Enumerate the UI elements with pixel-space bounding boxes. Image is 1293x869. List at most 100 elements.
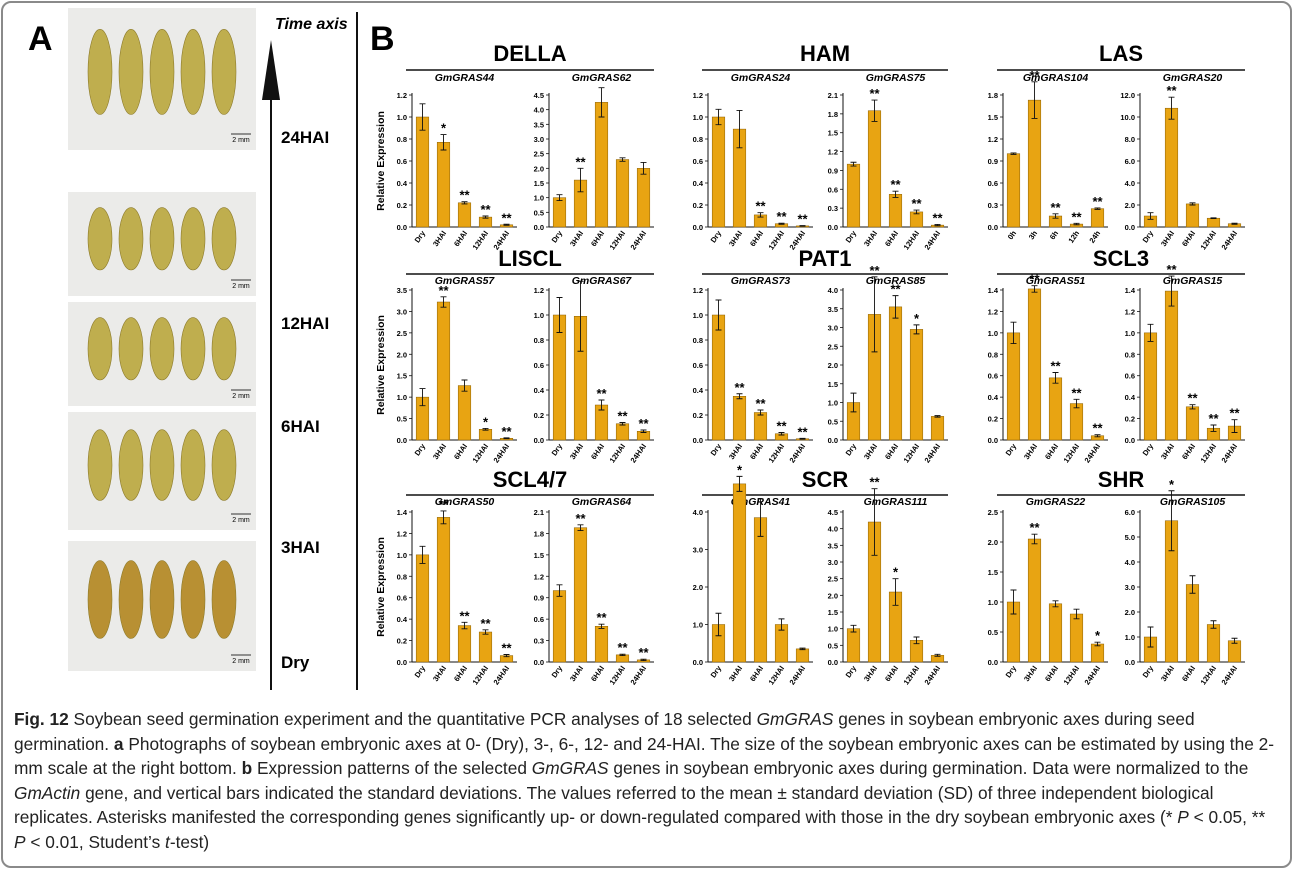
y-tick-label: 2.0 [828,591,838,600]
y-tick-label: 0.8 [397,572,407,581]
y-tick-label: 2.0 [1125,201,1135,210]
significance: * [1169,477,1175,492]
scale-label: 2 mm [232,283,250,290]
significance: ** [1071,209,1082,224]
caption-text: genes in soybean embryonic axes during g… [609,758,1249,778]
y-tick-label: 4.0 [693,508,703,517]
y-tick-label: 0.0 [1125,436,1135,445]
y-tick-label: 4.5 [534,91,544,100]
x-tick-label: 24HAI [492,442,512,465]
seed [150,430,174,501]
significance: ** [459,608,470,623]
significance: * [483,414,489,429]
y-tick-label: 0.6 [534,361,544,370]
y-tick-label: 1.5 [988,568,998,577]
y-tick-label: 2.5 [397,329,407,338]
x-tick-label: 3HAI [727,664,744,683]
y-tick-label: 1.0 [534,311,544,320]
x-tick-label: 6HAI [748,442,765,461]
x-tick-label: 3HAI [431,664,448,683]
y-tick-label: 0.2 [397,201,407,210]
y-tick-label: 0.0 [693,223,703,232]
significance: ** [1029,68,1040,83]
bar [1186,585,1199,663]
bar [479,632,492,662]
y-tick-label: 0.4 [397,615,408,624]
y-tick-label: 1.2 [397,529,407,538]
y-tick-label: 0.3 [988,201,998,210]
x-tick-label: 3HAI [862,442,879,461]
time-label: Dry [281,653,310,672]
y-tick-label: 0.8 [397,135,407,144]
scale-label: 2 mm [232,137,250,144]
x-tick-label: 12HAI [608,664,628,687]
y-tick-label: 1.0 [397,551,407,560]
x-tick-label: 6h [1048,229,1061,242]
seed [88,318,112,380]
x-tick-label: 24h [1087,229,1102,245]
bar [553,198,566,227]
y-tick-label: 4.0 [1125,179,1135,188]
seed [181,208,205,270]
group-title: LAS [1099,41,1143,66]
seed [119,318,143,380]
gene-title: GmGRAS64 [572,496,632,508]
significance: ** [1050,359,1061,374]
y-tick-label: 0.2 [397,637,407,646]
significance: ** [1208,411,1219,426]
x-tick-label: Dry [709,441,724,457]
significance: ** [869,86,880,101]
bar [1228,641,1241,662]
x-tick-label: Dry [844,228,859,244]
bar [1165,291,1178,440]
x-tick-label: 6HAI [1180,229,1197,248]
x-tick-label: 24HAI [788,664,808,687]
x-tick-label: 6HAI [748,664,765,683]
y-tick-label: 3.5 [828,305,838,314]
bar [553,591,566,662]
y-tick-label: 0.9 [828,166,838,175]
y-tick-label: 1.0 [988,329,998,338]
caption-text: a [114,734,124,754]
significance: ** [1029,272,1040,287]
bar [712,315,725,440]
caption-text: GmGRAS [532,758,609,778]
y-tick-label: 1.5 [828,608,838,617]
y-tick-label: 2.0 [534,164,544,173]
y-tick-label: 0.0 [828,658,838,667]
significance: ** [932,210,943,225]
y-tick-label: 0.5 [988,628,998,637]
group-title: LISCL [498,246,562,271]
bar [754,518,767,662]
caption-text: Fig. 12 [14,709,69,729]
y-tick-label: 2.5 [988,508,998,517]
bar [595,102,608,227]
y-tick-label: 0.6 [1125,372,1135,381]
x-tick-label: Dry [1141,663,1156,679]
y-tick-label: 0.0 [397,436,407,445]
caption-text: GmActin [14,783,80,803]
seed [150,561,174,639]
y-tick-label: 2.0 [1125,608,1135,617]
x-tick-label: 24HAI [923,442,943,465]
x-tick-label: Dry [1004,663,1019,679]
y-tick-label: 0.0 [534,436,544,445]
bar [1070,614,1083,662]
significance: ** [1092,421,1103,436]
y-tick-label: 0.0 [534,658,544,667]
group-title: SCR [802,467,849,492]
bar [847,629,860,662]
x-tick-label: 24HAI [1083,664,1103,687]
x-tick-label: 12HAI [471,442,491,465]
bar [1070,404,1083,440]
y-tick-label: 0.0 [1125,658,1135,667]
significance: ** [596,386,607,401]
seed [212,208,236,270]
significance: ** [438,283,449,298]
y-tick-label: 3.0 [828,324,838,333]
x-tick-label: Dry [1141,228,1156,244]
bar [1091,209,1104,227]
y-tick-label: 2.0 [693,583,703,592]
scale-label: 2 mm [232,658,250,665]
y-tick-label: 0.2 [988,415,998,424]
